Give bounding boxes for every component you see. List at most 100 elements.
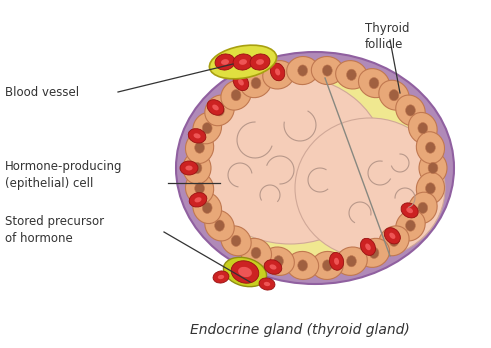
Ellipse shape — [233, 54, 253, 70]
Ellipse shape — [251, 247, 261, 259]
Ellipse shape — [205, 95, 234, 126]
Ellipse shape — [207, 100, 224, 115]
Ellipse shape — [389, 233, 395, 239]
Ellipse shape — [221, 80, 251, 110]
Ellipse shape — [192, 163, 202, 174]
Ellipse shape — [384, 228, 400, 244]
Ellipse shape — [406, 105, 415, 116]
Ellipse shape — [215, 54, 235, 70]
Ellipse shape — [186, 173, 214, 204]
Ellipse shape — [287, 252, 319, 279]
Ellipse shape — [406, 220, 415, 231]
Text: Blood vessel: Blood vessel — [5, 86, 79, 98]
Ellipse shape — [195, 76, 385, 244]
Ellipse shape — [238, 79, 244, 86]
Ellipse shape — [426, 183, 436, 194]
Ellipse shape — [205, 210, 234, 241]
Ellipse shape — [336, 247, 367, 275]
Ellipse shape — [270, 264, 276, 270]
Ellipse shape — [233, 74, 248, 90]
Ellipse shape — [406, 208, 413, 213]
Text: Thyroid
follicle: Thyroid follicle — [365, 22, 409, 51]
Ellipse shape — [416, 132, 444, 164]
Ellipse shape — [426, 142, 436, 153]
Text: Endocrine gland (thyroid gland): Endocrine gland (thyroid gland) — [190, 323, 410, 337]
Ellipse shape — [176, 52, 454, 284]
Ellipse shape — [194, 197, 201, 203]
Ellipse shape — [263, 61, 295, 89]
Ellipse shape — [409, 112, 437, 144]
Ellipse shape — [418, 122, 428, 134]
Ellipse shape — [202, 122, 212, 134]
Ellipse shape — [273, 69, 283, 80]
Ellipse shape — [186, 62, 444, 274]
Ellipse shape — [396, 210, 425, 241]
Ellipse shape — [334, 258, 339, 265]
Ellipse shape — [215, 105, 224, 116]
Ellipse shape — [358, 69, 389, 98]
Ellipse shape — [221, 226, 251, 256]
Ellipse shape — [241, 69, 272, 98]
Ellipse shape — [194, 142, 204, 153]
Ellipse shape — [231, 261, 259, 283]
Ellipse shape — [264, 282, 270, 286]
Ellipse shape — [241, 238, 272, 267]
Ellipse shape — [396, 95, 425, 126]
Ellipse shape — [311, 252, 343, 279]
Ellipse shape — [409, 192, 437, 223]
Ellipse shape — [194, 183, 204, 194]
Ellipse shape — [379, 80, 409, 110]
Ellipse shape — [218, 275, 224, 279]
Ellipse shape — [263, 247, 295, 275]
Ellipse shape — [360, 238, 376, 255]
Ellipse shape — [323, 260, 332, 271]
Ellipse shape — [275, 69, 280, 76]
Ellipse shape — [389, 89, 399, 101]
Ellipse shape — [183, 152, 211, 184]
Ellipse shape — [221, 59, 229, 65]
Ellipse shape — [259, 278, 275, 290]
Ellipse shape — [180, 161, 198, 175]
Ellipse shape — [298, 260, 307, 271]
Ellipse shape — [347, 69, 356, 80]
Ellipse shape — [419, 152, 447, 184]
Ellipse shape — [323, 65, 332, 76]
Ellipse shape — [250, 54, 270, 70]
Ellipse shape — [298, 65, 307, 76]
Ellipse shape — [193, 112, 221, 144]
Ellipse shape — [215, 220, 224, 231]
Ellipse shape — [251, 78, 261, 89]
Ellipse shape — [231, 235, 241, 246]
Ellipse shape — [416, 173, 444, 204]
Ellipse shape — [271, 63, 285, 81]
Ellipse shape — [256, 59, 264, 65]
Ellipse shape — [379, 226, 409, 256]
Ellipse shape — [186, 132, 214, 164]
Ellipse shape — [202, 202, 212, 213]
Ellipse shape — [336, 61, 367, 89]
Ellipse shape — [329, 252, 344, 270]
Ellipse shape — [209, 45, 276, 79]
Ellipse shape — [358, 238, 389, 267]
Ellipse shape — [369, 247, 379, 259]
Ellipse shape — [273, 255, 283, 267]
Text: Hormone-producing
(epithelial) cell: Hormone-producing (epithelial) cell — [5, 160, 122, 190]
Ellipse shape — [213, 271, 229, 283]
Ellipse shape — [389, 235, 399, 246]
Ellipse shape — [212, 104, 218, 110]
Ellipse shape — [186, 166, 192, 171]
Ellipse shape — [264, 260, 282, 274]
Ellipse shape — [239, 59, 247, 65]
Ellipse shape — [231, 89, 241, 101]
Ellipse shape — [428, 163, 438, 174]
Ellipse shape — [238, 267, 252, 277]
Ellipse shape — [365, 244, 371, 250]
Ellipse shape — [418, 202, 428, 213]
Ellipse shape — [311, 56, 343, 85]
Text: Stored precursor
of hormone: Stored precursor of hormone — [5, 215, 104, 245]
Ellipse shape — [223, 257, 267, 287]
Ellipse shape — [193, 192, 221, 223]
Ellipse shape — [401, 203, 418, 218]
Ellipse shape — [193, 133, 201, 139]
Ellipse shape — [189, 192, 207, 207]
